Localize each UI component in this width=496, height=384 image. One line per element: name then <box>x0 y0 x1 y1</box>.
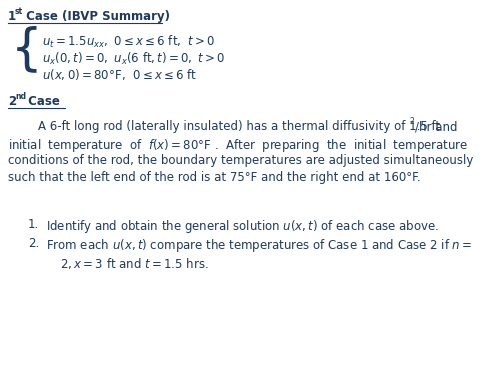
Text: Case (IBVP Summary): Case (IBVP Summary) <box>22 10 170 23</box>
Text: $u_t = 1.5u_{xx},\ 0 \leq x \leq 6$ ft,  $t > 0$: $u_t = 1.5u_{xx},\ 0 \leq x \leq 6$ ft, … <box>42 34 216 50</box>
Text: $2, x = 3$ ft and $t = 1.5$ hrs.: $2, x = 3$ ft and $t = 1.5$ hrs. <box>60 256 209 271</box>
Text: $u_x(0, t) = 0,\ u_x(6$ ft$, t) = 0,\ t > 0$: $u_x(0, t) = 0,\ u_x(6$ ft$, t) = 0,\ t … <box>42 51 226 67</box>
Text: such that the left end of the rod is at 75°F and the right end at 160°F.: such that the left end of the rod is at … <box>8 171 421 184</box>
Text: nd: nd <box>15 92 26 101</box>
Text: conditions of the rod, the boundary temperatures are adjusted simultaneously: conditions of the rod, the boundary temp… <box>8 154 473 167</box>
Text: Case: Case <box>24 95 60 108</box>
Text: $\{$: $\{$ <box>10 25 38 75</box>
Text: From each $u(x, t)$ compare the temperatures of Case 1 and Case 2 if $n =$: From each $u(x, t)$ compare the temperat… <box>46 237 472 254</box>
Text: initial  temperature  of  $f(x) = 80°\mathrm{F}$ .  After  preparing  the  initi: initial temperature of $f(x) = 80°\mathr… <box>8 137 468 154</box>
Text: Identify and obtain the general solution $u(x, t)$ of each case above.: Identify and obtain the general solution… <box>46 218 439 235</box>
Text: /hr and: /hr and <box>415 120 457 133</box>
Text: 1.: 1. <box>28 218 39 231</box>
Text: 1: 1 <box>8 10 16 23</box>
Text: 2: 2 <box>8 95 16 108</box>
Text: A 6-ft long rod (laterally insulated) has a thermal diffusivity of 1.5 ft: A 6-ft long rod (laterally insulated) ha… <box>38 120 440 133</box>
Text: $u(x, 0) = 80°$F,  $0 \leq x \leq 6$ ft: $u(x, 0) = 80°$F, $0 \leq x \leq 6$ ft <box>42 67 197 82</box>
Text: st: st <box>15 7 23 16</box>
Text: 2: 2 <box>409 117 414 126</box>
Text: 2.: 2. <box>28 237 39 250</box>
